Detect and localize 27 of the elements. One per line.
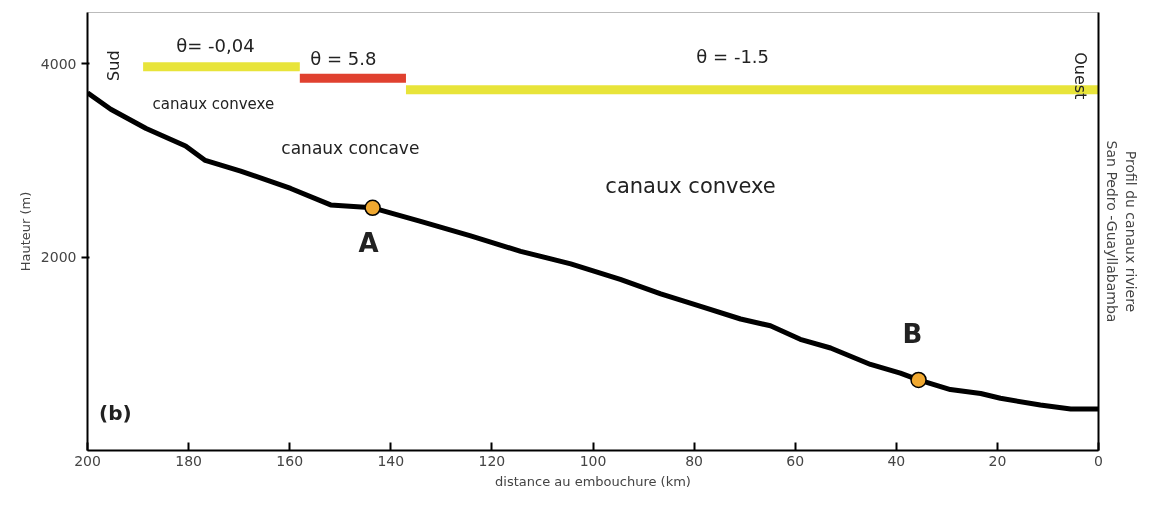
annotation: B (902, 319, 923, 350)
x-tick-label: 160 (276, 452, 304, 469)
annotation: θ = 5.8 (310, 48, 377, 70)
y2-axis-title: Profil du canaux riviere San Pedro -Guayllabamba (1103, 140, 1139, 323)
x-tick-label: 80 (685, 452, 704, 469)
annotation: θ = -1.5 (696, 45, 770, 67)
annotation: canaux convexe (152, 94, 275, 113)
y-tick-label: 4000 (40, 55, 77, 72)
x-tick-label: 0 (1094, 452, 1103, 469)
x-tick-label: 60 (786, 452, 805, 469)
x-tick-label: 40 (887, 452, 906, 469)
x-tick-label: 100 (579, 452, 607, 469)
x-tick-label: 140 (377, 452, 405, 469)
x-tick-label: 180 (175, 452, 202, 469)
annotation: Sud (103, 50, 123, 81)
y-tick-label: 2000 (40, 249, 77, 266)
annotation: canaux convexe (605, 173, 776, 198)
x-axis-title: distance au embouchure (km) (495, 473, 691, 489)
y-axis-title: Hauteur (m) (17, 191, 33, 272)
x-tick-label: 120 (478, 452, 506, 469)
annotation: θ= -0,04 (176, 34, 255, 56)
x-tick-label: 200 (74, 452, 101, 469)
annotation: canaux concave (281, 137, 420, 158)
annotation: (b) (99, 401, 132, 426)
annotation: A (358, 227, 379, 258)
x-tick-label: 20 (988, 452, 1007, 469)
annotation: Ouest (1070, 52, 1090, 100)
